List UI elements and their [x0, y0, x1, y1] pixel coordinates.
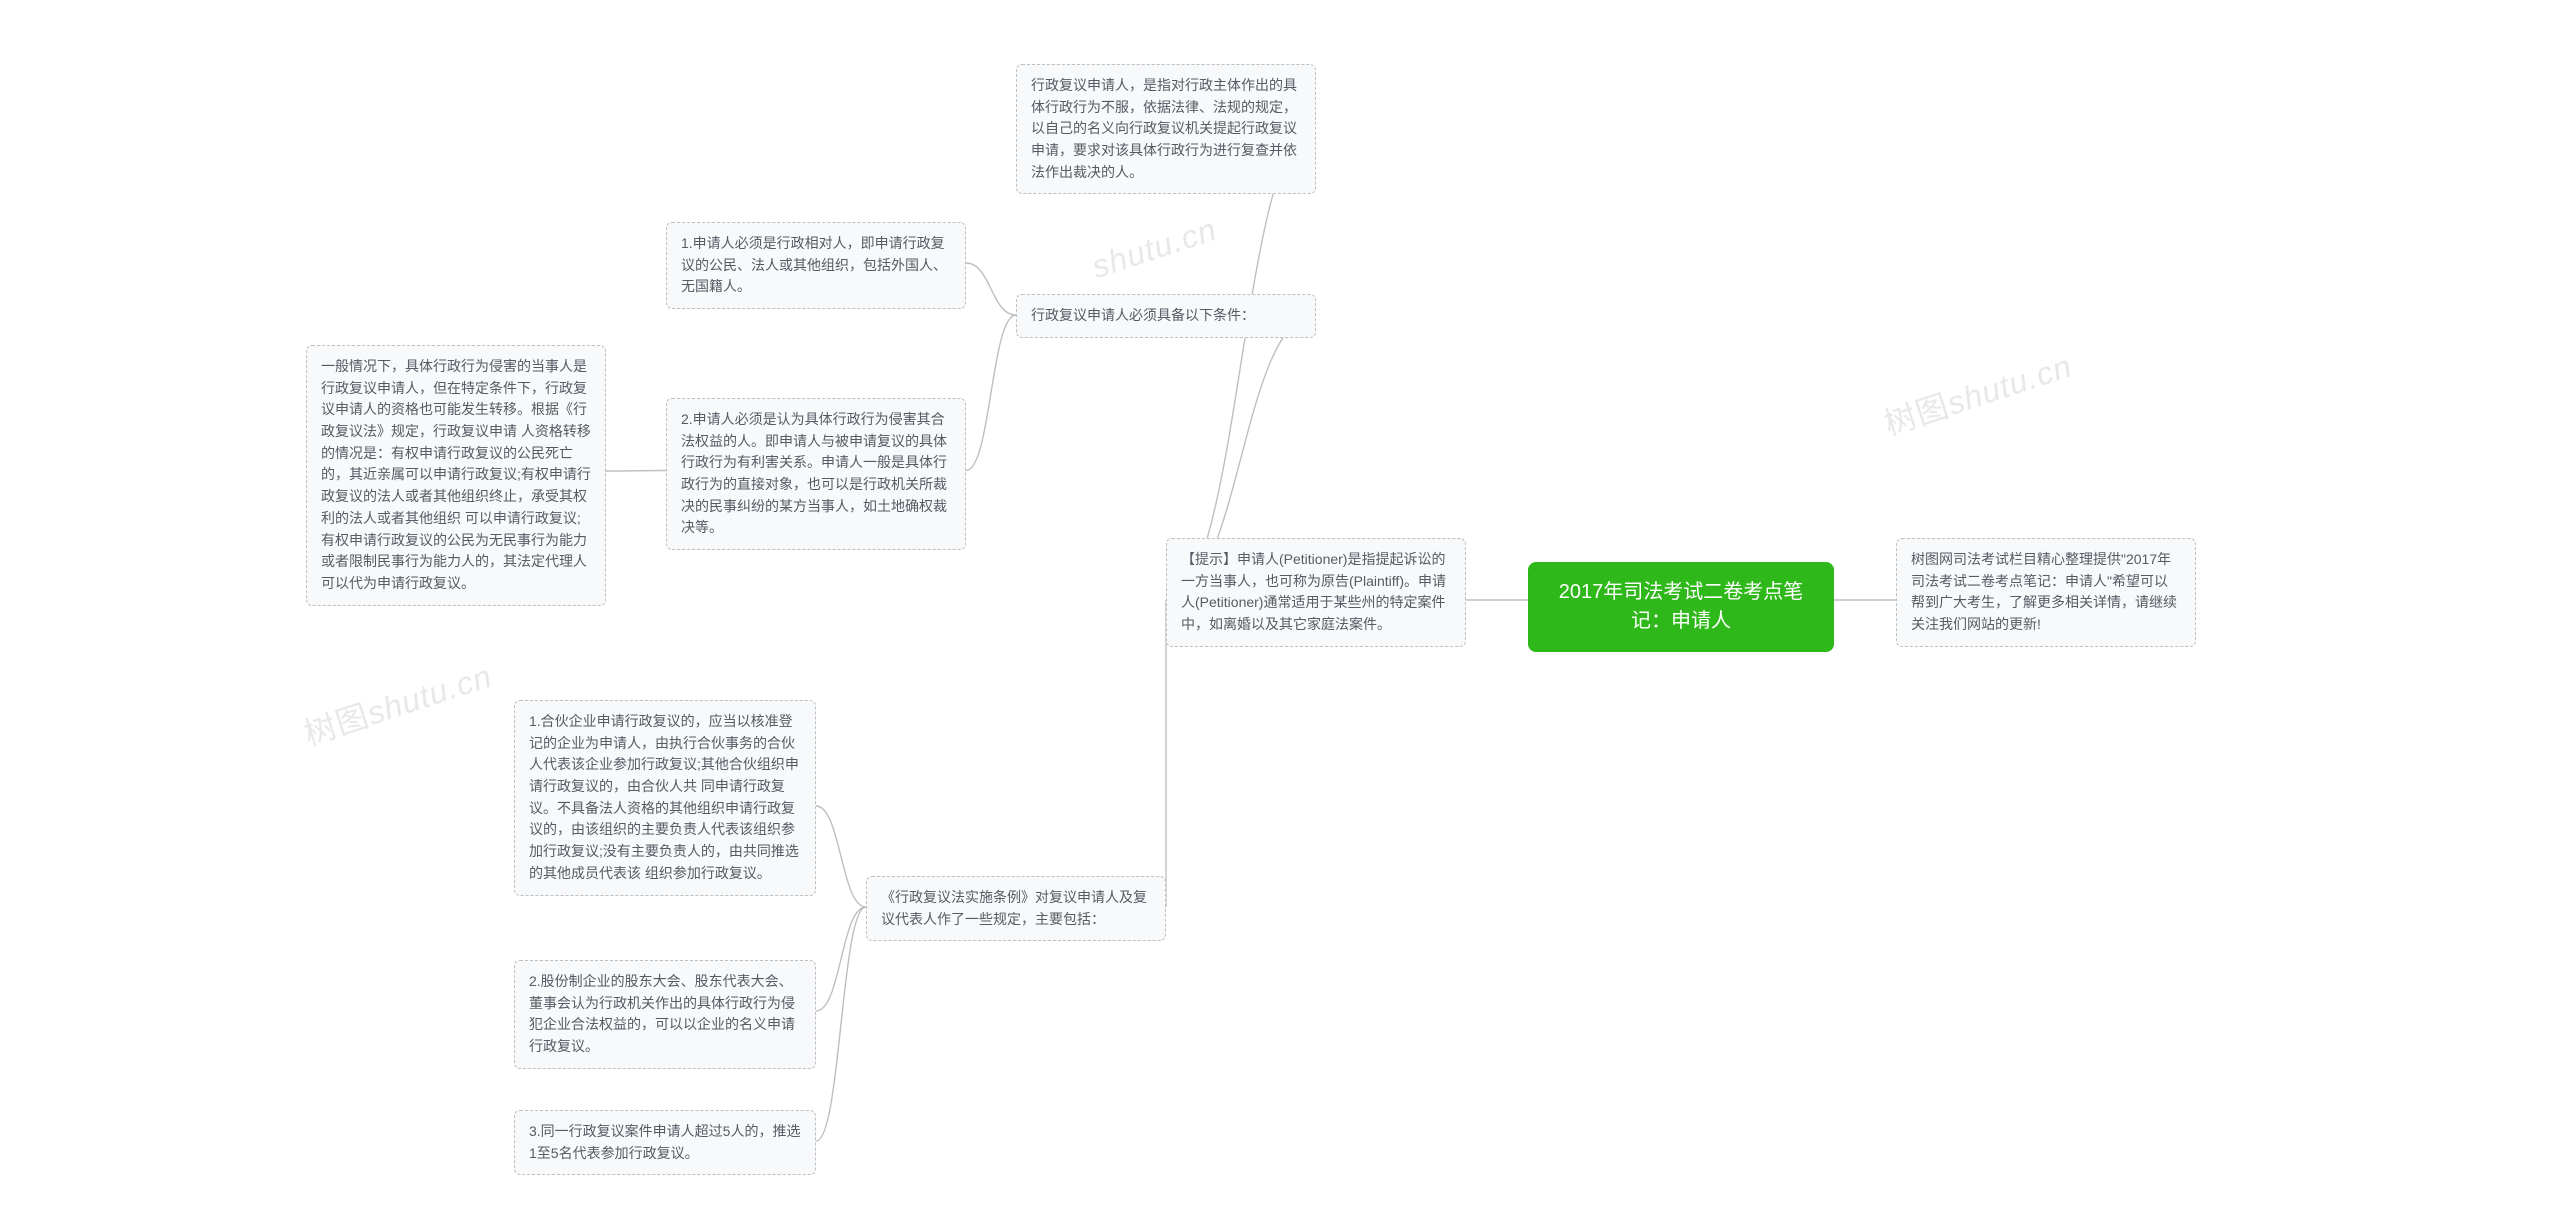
node-text: 【提示】申请人(Petitioner)是指提起诉讼的一方当事人，也可称为原告(P…	[1181, 551, 1446, 632]
root-node: 2017年司法考试二卷考点笔记：申请人	[1528, 562, 1834, 652]
node-text: 3.同一行政复议案件申请人超过5人的，推选1至5名代表参加行政复议。	[529, 1123, 800, 1161]
node-cond2-sub: 一般情况下，具体行政行为侵害的当事人是行政复议申请人，但在特定条件下，行政复议申…	[306, 345, 606, 606]
node-cond-head: 行政复议申请人必须具备以下条件：	[1016, 294, 1316, 338]
node-text: 一般情况下，具体行政行为侵害的当事人是行政复议申请人，但在特定条件下，行政复议申…	[321, 358, 591, 591]
root-text: 2017年司法考试二卷考点笔记：申请人	[1559, 581, 1804, 632]
watermark: 树图shutu.cn	[1878, 341, 2078, 445]
watermark: shutu.cn	[1087, 211, 1221, 286]
node-reg-head: 《行政复议法实施条例》对复议申请人及复议代表人作了一些规定，主要包括：	[866, 876, 1166, 941]
node-text: 1.合伙企业申请行政复议的，应当以核准登记的企业为申请人，由执行合伙事务的合伙人…	[529, 713, 799, 881]
node-reg2: 2.股份制企业的股东大会、股东代表大会、董事会认为行政机关作出的具体行政行为侵犯…	[514, 960, 816, 1069]
node-text: 树图网司法考试栏目精心整理提供"2017年司法考试二卷考点笔记：申请人"希望可以…	[1911, 551, 2177, 632]
node-right-note: 树图网司法考试栏目精心整理提供"2017年司法考试二卷考点笔记：申请人"希望可以…	[1896, 538, 2196, 647]
node-definition: 行政复议申请人，是指对行政主体作出的具体行政行为不服，依据法律、法规的规定，以自…	[1016, 64, 1316, 194]
node-cond2: 2.申请人必须是认为具体行政行为侵害其合法权益的人。即申请人与被申请复议的具体行…	[666, 398, 966, 550]
node-cond1: 1.申请人必须是行政相对人，即申请行政复议的公民、法人或其他组织，包括外国人、无…	[666, 222, 966, 309]
node-reg3: 3.同一行政复议案件申请人超过5人的，推选1至5名代表参加行政复议。	[514, 1110, 816, 1175]
node-text: 行政复议申请人必须具备以下条件：	[1031, 307, 1255, 323]
watermark: 树图shutu.cn	[298, 651, 498, 755]
node-text: 《行政复议法实施条例》对复议申请人及复议代表人作了一些规定，主要包括：	[881, 889, 1147, 927]
node-reg1: 1.合伙企业申请行政复议的，应当以核准登记的企业为申请人，由执行合伙事务的合伙人…	[514, 700, 816, 896]
node-text: 1.申请人必须是行政相对人，即申请行政复议的公民、法人或其他组织，包括外国人、无…	[681, 235, 947, 294]
node-tip: 【提示】申请人(Petitioner)是指提起诉讼的一方当事人，也可称为原告(P…	[1166, 538, 1466, 647]
node-text: 2.股份制企业的股东大会、股东代表大会、董事会认为行政机关作出的具体行政行为侵犯…	[529, 973, 795, 1054]
node-text: 行政复议申请人，是指对行政主体作出的具体行政行为不服，依据法律、法规的规定，以自…	[1031, 77, 1297, 180]
node-text: 2.申请人必须是认为具体行政行为侵害其合法权益的人。即申请人与被申请复议的具体行…	[681, 411, 947, 535]
